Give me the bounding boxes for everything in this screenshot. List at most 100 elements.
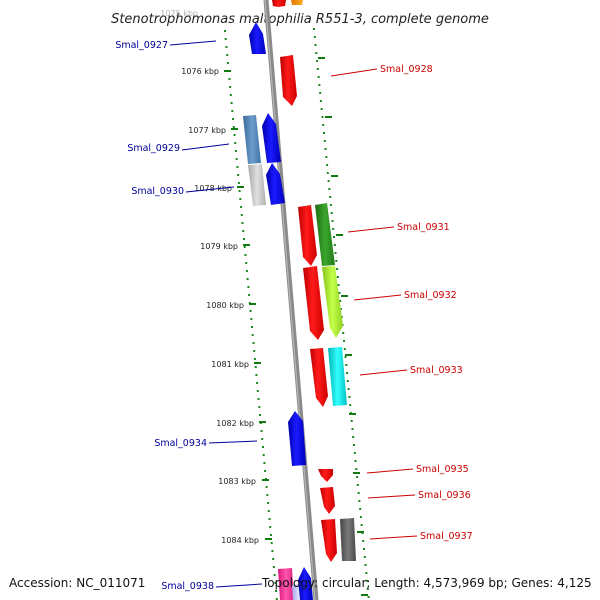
leader-line [208, 440, 258, 444]
ring-dot [366, 588, 369, 590]
ring-dot [357, 492, 360, 494]
ring-dot [229, 94, 232, 96]
ring-dot [237, 174, 240, 176]
ring-dot [359, 508, 362, 510]
leader-line [367, 494, 416, 499]
feature-smal-0929[interactable] [262, 113, 281, 163]
ring-dot [240, 214, 243, 216]
feature-smal-0933-red[interactable] [310, 348, 328, 407]
gene-label-smal-0938[interactable]: Smal_0938 [161, 581, 214, 592]
feature-smal-0938-pink[interactable] [278, 568, 294, 600]
ring-dot [336, 276, 339, 278]
leader-line [330, 68, 378, 77]
gene-label-smal-0936[interactable]: Smal_0936 [418, 490, 471, 501]
ring-dot [251, 326, 253, 328]
ring-dot [269, 526, 272, 528]
gene-label-smal-0932[interactable]: Smal_0932 [404, 290, 457, 301]
ring-dot [272, 566, 275, 568]
gene-label-smal-0935[interactable]: Smal_0935 [416, 464, 469, 475]
ring-dot [274, 582, 277, 584]
ring-dot [352, 436, 355, 438]
ring-dot [256, 382, 259, 384]
gene-label-smal-0933[interactable]: Smal_0933 [410, 365, 463, 376]
feature-smal-0935[interactable] [318, 469, 333, 482]
gene-label-smal-0928[interactable]: Smal_0928 [380, 64, 433, 75]
ring-dot [346, 372, 349, 374]
ring-dot [322, 124, 325, 126]
ring-dot [316, 60, 319, 62]
backbone-highlight [264, 0, 316, 600]
feature-smal-0931-red[interactable] [298, 205, 317, 266]
ring-dot [318, 84, 321, 86]
tick-1080: 1080 kbp [206, 301, 256, 310]
leader-line [347, 226, 395, 233]
feature-smal-0932[interactable] [322, 266, 343, 338]
ring-dot [346, 380, 349, 382]
ring-dot [329, 204, 332, 206]
ring-dot [364, 564, 367, 566]
ring-dot [336, 268, 339, 270]
ring-dot [275, 598, 278, 600]
ring-dot [268, 518, 271, 520]
ring-dot [272, 558, 275, 560]
ring-dot [256, 390, 259, 392]
feature-smal-0930-gray[interactable] [248, 164, 266, 206]
leader-line [353, 294, 402, 301]
ring-dot [225, 46, 228, 48]
tick-1075: 1075 kbp [160, 9, 198, 18]
ring-dot [339, 308, 342, 310]
ring-dot [226, 62, 229, 64]
accession-text: Accession: NC_011071 [9, 576, 145, 590]
feature-top-red[interactable] [272, 0, 286, 7]
ring-dot [224, 30, 226, 32]
leader-line [169, 40, 217, 46]
ring-dot [254, 366, 257, 368]
ring-dot [319, 92, 322, 94]
feature-smal-0929-steel[interactable] [243, 115, 261, 164]
feature-smal-0931[interactable] [315, 203, 335, 266]
ring-dot [324, 148, 327, 150]
ring-dot [238, 190, 241, 192]
feature-top-orange[interactable] [291, 0, 303, 5]
feature-smal-0936[interactable] [320, 487, 335, 514]
gene-label-smal-0937[interactable]: Smal_0937 [420, 531, 473, 542]
feature-smal-0928[interactable] [280, 55, 297, 106]
feature-smal-0937-red[interactable] [321, 519, 337, 562]
feature-smal-0927[interactable] [249, 22, 266, 54]
ring-dot [365, 572, 368, 574]
feature-smal-0938[interactable] [298, 567, 313, 600]
ring-dot [339, 300, 342, 302]
ring-dot [314, 44, 317, 46]
gene-label-smal-0927[interactable]: Smal_0927 [115, 40, 168, 51]
ring-dot [257, 398, 260, 400]
gene-label-smal-0931[interactable]: Smal_0931 [397, 222, 450, 233]
leader-line [215, 583, 263, 588]
feature-smal-0937[interactable] [340, 518, 356, 561]
gene-label-smal-0934[interactable]: Smal_0934 [154, 438, 207, 449]
ring-dot [323, 140, 326, 142]
feature-smal-0933[interactable] [328, 347, 347, 406]
ring-dot [228, 78, 231, 80]
ring-dot [249, 310, 252, 312]
ring-dot [347, 388, 350, 390]
tick-label: 1080 kbp [206, 301, 244, 310]
ring-dot [261, 438, 264, 440]
ring-dot [252, 342, 255, 344]
gene-label-smal-0930[interactable]: Smal_0930 [131, 186, 184, 197]
gene-label-smal-0929[interactable]: Smal_0929 [127, 143, 180, 154]
ring-dot [262, 454, 265, 456]
ring-dot [253, 358, 256, 360]
ring-dot [232, 126, 235, 128]
ring-dot [273, 574, 276, 576]
feature-smal-0932-red[interactable] [303, 266, 324, 340]
feature-smal-0934[interactable] [288, 411, 306, 466]
ring-dot [344, 356, 347, 358]
ring-dot [333, 236, 335, 238]
feature-smal-0938-lavender[interactable] [292, 584, 299, 600]
ring-dot [350, 420, 353, 422]
tick-1078: 1078 kbp [194, 184, 244, 193]
ring-dot [248, 294, 251, 296]
ring-dot [233, 134, 236, 136]
feature-smal-0930[interactable] [266, 163, 285, 205]
ring-dot [363, 556, 366, 558]
